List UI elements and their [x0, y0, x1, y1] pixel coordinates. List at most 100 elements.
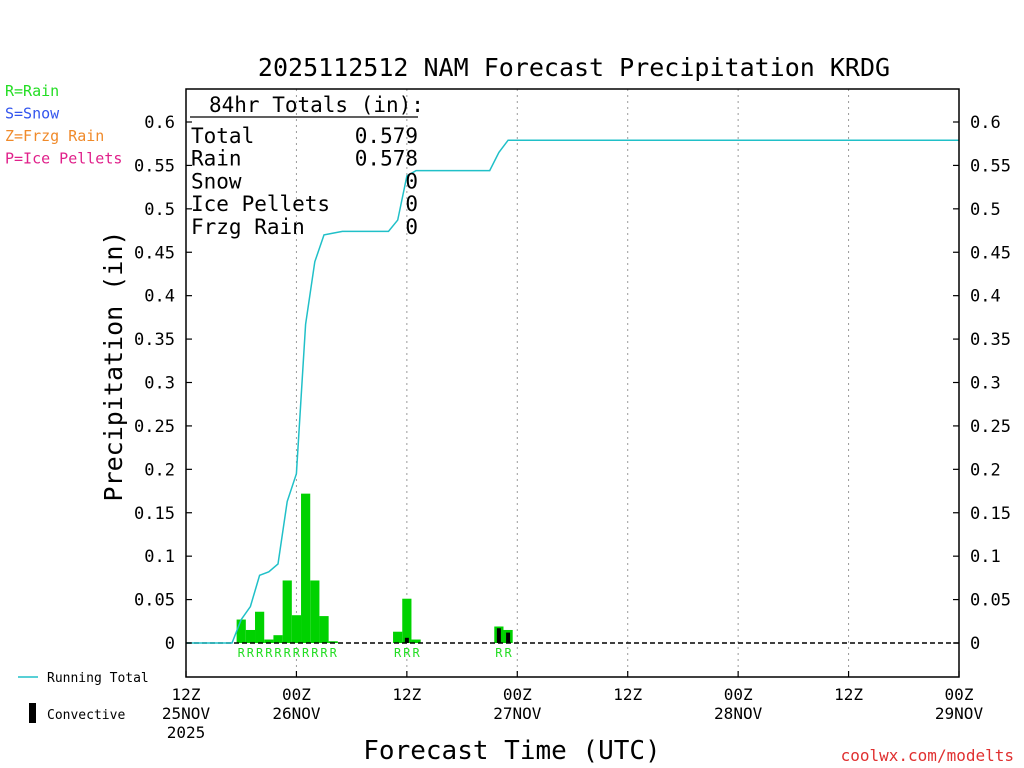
precip-bar	[402, 598, 412, 643]
precip-type-label: R	[330, 646, 338, 660]
y-tick-label-left: 0.3	[144, 374, 175, 394]
totals-row-label: Snow	[191, 169, 242, 193]
running-total-legend-label: Running Total	[47, 671, 149, 686]
y-tick-label-right: 0.6	[970, 113, 1001, 133]
convective-bars	[404, 628, 511, 643]
y-tick-label-left: 0.15	[134, 504, 175, 524]
y-tick-label-left: 0	[165, 634, 175, 654]
totals-row-value: 0	[405, 169, 418, 193]
convective-bar	[404, 637, 409, 643]
y-tick-label-left: 0.6	[144, 113, 175, 133]
x-tick-label: 12Z	[172, 685, 201, 704]
x-tick-label: 00Z	[503, 685, 532, 704]
x-tick-label: 12Z	[392, 685, 421, 704]
y-tick-label-left: 0.45	[134, 243, 175, 263]
y-axis-label: Precipitation (in)	[99, 231, 128, 502]
precip-bar	[273, 635, 283, 643]
totals-box: 84hr Totals (in): Total 0.579 Rain 0.578 Snow…	[190, 93, 424, 239]
totals-row-label: Rain	[191, 147, 242, 171]
precip-bar	[393, 631, 403, 643]
precip-bar	[319, 616, 329, 643]
precip-type-label: R	[247, 646, 255, 660]
precip-bar	[264, 639, 274, 643]
y-tick-label-left: 0.25	[134, 417, 175, 437]
x-tick-date: 28NOV	[714, 704, 763, 723]
precip-type-label: R	[265, 646, 273, 660]
x-tick-label: 00Z	[945, 685, 974, 704]
precip-type-legend-item: Z=Frzg Rain	[5, 127, 104, 145]
precip-bar	[328, 641, 338, 643]
precip-bar	[411, 639, 421, 643]
grid-lines	[295, 89, 850, 677]
precip-type-legend-item: R=Rain	[5, 82, 59, 100]
precip-type-label: R	[256, 646, 264, 660]
x-axis-label: Forecast Time (UTC)	[363, 736, 660, 766]
x-tick-label: 00Z	[282, 685, 311, 704]
convective-swatch	[29, 703, 36, 723]
precip-type-legend-item: S=Snow	[5, 105, 60, 123]
y-tick-label-left: 0.1	[144, 547, 175, 567]
x-tick-date: 26NOV	[272, 704, 321, 723]
totals-row-label: Ice Pellets	[191, 192, 330, 216]
y-tick-label-right: 0.35	[970, 330, 1011, 350]
precip-bar	[301, 493, 311, 643]
convective-bar	[496, 628, 501, 643]
totals-row-value: 0.578	[355, 147, 418, 171]
precip-type-label: R	[293, 646, 301, 660]
y-tick-label-left: 0.35	[134, 330, 175, 350]
precip-type-label: R	[302, 646, 310, 660]
y-tick-label-left: 0.05	[134, 591, 175, 611]
precip-type-label: R	[504, 646, 512, 660]
chart-title: 2025112512 NAM Forecast Precipitation KR…	[258, 53, 890, 82]
precip-bar	[245, 629, 256, 643]
precip-type-label: R	[412, 646, 420, 660]
y-tick-label-right: 0.3	[970, 374, 1001, 394]
totals-row-value: 0.579	[355, 124, 418, 148]
precip-type-label: R	[394, 646, 402, 660]
y-tick-label-right: 0.5	[970, 200, 1001, 220]
y-tick-label-right: 0.25	[970, 417, 1011, 437]
x-tick-label: 12Z	[613, 685, 642, 704]
y-tick-label-right: 0.1	[970, 547, 1001, 567]
totals-row-value: 0	[405, 192, 418, 216]
totals-row-label: Total	[191, 124, 254, 148]
precip-bar	[291, 615, 302, 643]
y-tick-label-left: 0.55	[134, 156, 175, 176]
y-tick-label-right: 0.4	[970, 287, 1001, 307]
y-tick-label-right: 0.45	[970, 243, 1011, 263]
precip-type-label: R	[311, 646, 319, 660]
precip-type-label: R	[274, 646, 282, 660]
convective-bar	[506, 632, 511, 643]
precip-type-label: R	[238, 646, 246, 660]
precip-type-label: R	[403, 646, 411, 660]
totals-header: 84hr Totals (in):	[209, 93, 424, 117]
x-tick-year: 2025	[167, 723, 206, 742]
running-total-line	[186, 139, 959, 644]
convective-legend-label: Convective	[47, 708, 125, 723]
precip-bar	[310, 580, 320, 643]
x-tick-date: 25NOV	[162, 704, 211, 723]
convective-legend: Convective	[29, 703, 125, 723]
precip-type-label: R	[320, 646, 328, 660]
x-tick-label: 00Z	[724, 685, 753, 704]
y-tick-label-right: 0.2	[970, 460, 1001, 480]
precip-bar	[282, 580, 292, 643]
x-tick-label: 12Z	[834, 685, 863, 704]
x-tick-date: 27NOV	[493, 704, 542, 723]
precip-type-legend: R=Rain S=Snow Z=Frzg Rain P=Ice Pellets	[5, 82, 122, 168]
running-total-legend: Running Total	[18, 671, 149, 686]
precip-bars	[236, 493, 513, 643]
precip-type-label: R	[284, 646, 292, 660]
y-tick-label-right: 0.55	[970, 156, 1011, 176]
credit-text: coolwx.com/modelts	[841, 746, 1014, 765]
y-tick-label-left: 0.2	[144, 460, 175, 480]
y-tick-label-right: 0.15	[970, 504, 1011, 524]
totals-row-value: 0	[405, 215, 418, 239]
precip-type-label: R	[495, 646, 503, 660]
y-tick-label-right: 0.05	[970, 591, 1011, 611]
totals-row-label: Frzg Rain	[191, 215, 305, 239]
y-tick-label-left: 0.4	[144, 287, 175, 307]
